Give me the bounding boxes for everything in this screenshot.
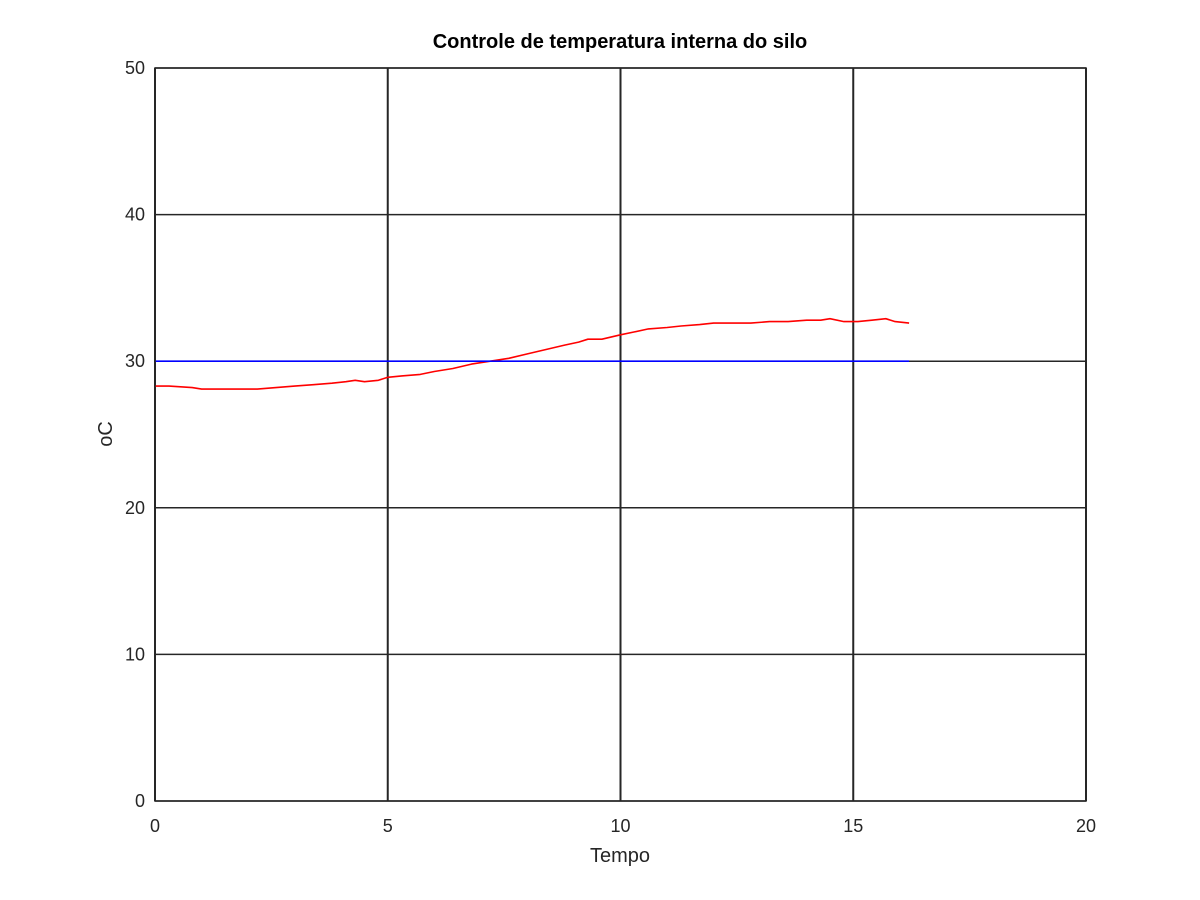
x-tick-label: 20 bbox=[1076, 816, 1096, 836]
y-tick-label: 30 bbox=[125, 351, 145, 371]
x-tick-label: 0 bbox=[150, 816, 160, 836]
x-tick-label: 10 bbox=[610, 816, 630, 836]
y-tick-label: 50 bbox=[125, 58, 145, 78]
series-group bbox=[155, 317, 910, 390]
chart-title: Controle de temperatura interna do silo bbox=[433, 31, 808, 53]
y-tick-label: 0 bbox=[135, 791, 145, 811]
plot-frame bbox=[154, 67, 1087, 802]
x-tick-label: 15 bbox=[843, 816, 863, 836]
y-tick-label: 40 bbox=[125, 205, 145, 225]
x-axis-label: Tempo bbox=[590, 845, 650, 867]
x-tick-label: 5 bbox=[383, 816, 393, 836]
y-tick-label: 10 bbox=[125, 644, 145, 664]
y-tick-label: 20 bbox=[125, 498, 145, 518]
tick-labels: 0 5 10 15 20 0 10 20 30 40 50 bbox=[125, 58, 1096, 836]
y-axis-label: oC bbox=[95, 421, 117, 447]
series-line-1 bbox=[155, 317, 910, 390]
